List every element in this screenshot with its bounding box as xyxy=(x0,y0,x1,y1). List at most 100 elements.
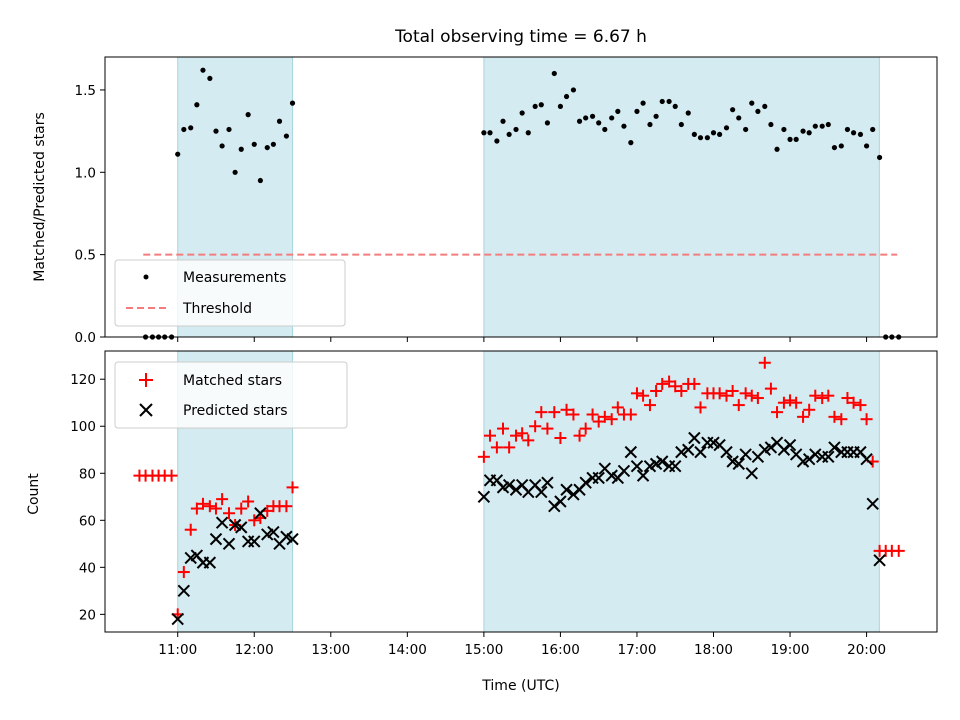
matched-star-point xyxy=(529,420,542,433)
x-tick-label: 16:00 xyxy=(541,642,580,658)
predicted-star-point xyxy=(675,445,688,459)
predicted-star-stroke-b xyxy=(732,457,745,471)
predicted-star-stroke-b xyxy=(630,460,644,473)
measurement-point xyxy=(181,126,187,133)
matched-star-point xyxy=(758,356,771,369)
measurement-point xyxy=(238,146,244,152)
predicted-star-stroke-b xyxy=(802,452,816,466)
predicted-star-point xyxy=(636,469,650,482)
predicted-star-point xyxy=(203,556,217,569)
predicted-star-stroke-b xyxy=(592,471,605,485)
matched-star-point xyxy=(286,481,299,494)
legend-threshold-label: Threshold xyxy=(182,301,252,317)
top-x-ticks xyxy=(177,337,868,342)
matched-star-point xyxy=(573,429,586,442)
measurement-point xyxy=(768,121,774,128)
measurement-point xyxy=(589,113,596,119)
matched-star-point xyxy=(720,389,733,402)
matched-star-point xyxy=(630,387,643,400)
predicted-star-point xyxy=(560,483,573,496)
matched-star-point xyxy=(688,377,701,390)
measurement-point xyxy=(194,102,200,108)
bottom-y-tick-label: 120 xyxy=(70,372,96,388)
matched-star-point xyxy=(841,392,854,405)
measurement-point xyxy=(704,135,710,141)
measurement-point xyxy=(710,130,717,136)
measurement-point xyxy=(289,100,296,106)
measurement-point xyxy=(812,123,818,129)
predicted-star-stroke-b xyxy=(190,549,204,562)
predicted-star-point xyxy=(592,471,605,485)
predicted-star-point xyxy=(535,485,548,499)
measurement-point xyxy=(749,100,755,106)
measurement-point xyxy=(596,120,602,126)
measurement-point xyxy=(538,102,544,108)
matched-star-point xyxy=(280,500,293,513)
measurement-point xyxy=(506,131,512,138)
predicted-star-point xyxy=(509,483,523,496)
predicted-star-stroke-b xyxy=(254,507,267,520)
top-panel: 0.0 0.5 1.0 1.5 Matched/Predicted stars Mea… xyxy=(32,56,938,346)
predicted-star-point xyxy=(720,445,733,459)
matched-star-point xyxy=(516,427,529,440)
top-y-axis-label: Matched/Predicted stars xyxy=(32,112,48,282)
top-legend: Measurements Threshold xyxy=(114,259,346,327)
measurement-point xyxy=(609,115,615,121)
predicted-star-point xyxy=(630,460,644,473)
top-y-tick-label: 1.5 xyxy=(75,83,96,99)
measurement-point xyxy=(551,70,557,77)
bottom-x-ticks: 11:00 12:00 13:00 14:00 15:00 16:00 17:00 18:00… xyxy=(158,632,886,658)
bottom-observing-window-1 xyxy=(483,350,880,633)
legend-matched-marker xyxy=(139,373,153,387)
matched-star-point xyxy=(771,406,784,419)
matched-star-point xyxy=(892,544,905,557)
matched-star-point xyxy=(650,384,663,397)
matched-star-point xyxy=(847,396,860,409)
matched-star-point xyxy=(822,389,835,402)
predicted-star-point xyxy=(267,525,280,539)
predicted-star-stroke-b xyxy=(726,455,739,468)
measurement-point xyxy=(251,141,257,147)
predicted-star-stroke-b xyxy=(809,448,822,461)
measurement-point xyxy=(850,130,857,136)
measurement-point xyxy=(563,93,570,100)
predicted-star-stroke-b xyxy=(783,438,797,452)
measurement-point xyxy=(691,131,697,138)
top-legend-box xyxy=(114,259,346,327)
top-observing-window-1 xyxy=(483,56,880,338)
measurement-point xyxy=(513,126,519,133)
predicted-star-stroke-b xyxy=(215,516,229,529)
x-tick-label: 14:00 xyxy=(388,642,427,658)
matched-star-point xyxy=(477,450,490,463)
measurement-point xyxy=(602,126,608,133)
measurement-point xyxy=(188,125,194,131)
predicted-star-stroke-b xyxy=(598,462,612,475)
matched-star-point xyxy=(675,384,688,397)
x-tick-label: 12:00 xyxy=(235,642,274,658)
measurement-point xyxy=(800,128,806,134)
predicted-star-stroke-b xyxy=(248,535,261,548)
measurement-point xyxy=(570,87,577,93)
predicted-star-stroke-b xyxy=(617,464,631,478)
matched-star-point xyxy=(196,497,209,510)
predicted-star-stroke-b xyxy=(222,537,236,551)
legend-predicted-label: Predicted stars xyxy=(183,403,288,419)
matched-star-point xyxy=(522,434,535,447)
measurement-point xyxy=(557,103,564,110)
measurement-point xyxy=(838,143,844,149)
predicted-star-stroke-b xyxy=(567,488,580,501)
matched-star-point xyxy=(739,387,752,400)
matched-star-point xyxy=(643,399,656,412)
predicted-star-stroke-b xyxy=(235,521,248,534)
predicted-star-stroke-b xyxy=(605,469,618,482)
bottom-y-tick-label: 60 xyxy=(79,513,96,529)
x-tick-label: 18:00 xyxy=(694,642,733,658)
matched-star-point xyxy=(732,399,745,412)
matched-star-point xyxy=(235,502,248,515)
predicted-star-point xyxy=(567,488,580,501)
matched-star-point xyxy=(835,413,848,426)
measurement-point xyxy=(736,115,742,121)
measurement-point xyxy=(615,108,621,114)
predicted-star-point xyxy=(866,497,879,511)
